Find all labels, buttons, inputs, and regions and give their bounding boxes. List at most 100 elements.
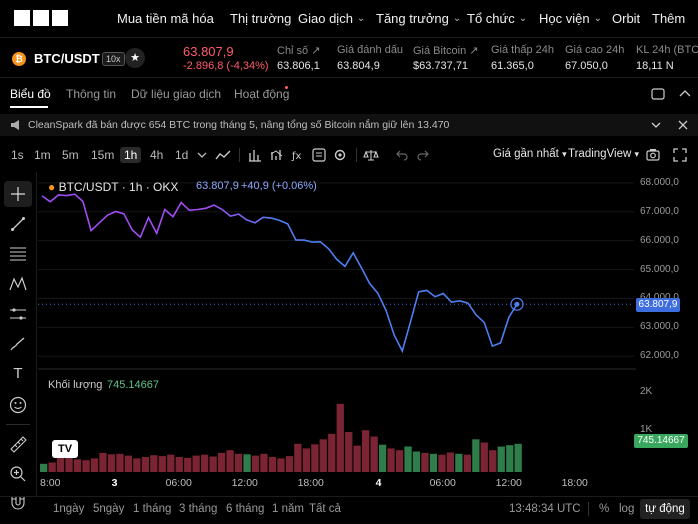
stat-mark-label: Giá đánh dấu (337, 44, 404, 56)
price-line (41, 193, 518, 354)
utc-clock[interactable]: 13:48:34 UTC (509, 503, 581, 515)
volume-bar (404, 446, 412, 472)
fx-indicator-icon[interactable]: ƒx (291, 148, 305, 162)
nav-markets[interactable]: Thị trường (230, 11, 291, 26)
range-3m[interactable]: 3 tháng (179, 503, 218, 515)
stat-mark-value: 63.804,9 (337, 60, 380, 72)
emoji-icon[interactable] (9, 396, 27, 414)
nav-academy[interactable]: Học viện ⌄ (539, 11, 602, 26)
chevron-down-icon: ▾ (562, 149, 567, 159)
timeframe-5m[interactable]: 5m (62, 148, 79, 162)
undo-icon[interactable] (396, 149, 408, 161)
gear-icon[interactable] (333, 148, 347, 162)
volume-bar (90, 458, 99, 472)
range-1d[interactable]: 1ngày (53, 503, 85, 515)
line-chart-icon[interactable] (215, 149, 231, 161)
tab-trading-data[interactable]: Dữ liệu giao dịch (131, 87, 222, 101)
pair-selector[interactable]: BTC/USDT (34, 51, 100, 66)
chart-engine-label: TradingView (568, 148, 632, 160)
crosshair-icon[interactable] (10, 186, 26, 202)
favorite-star-icon[interactable]: ★ (125, 48, 145, 68)
volume-bar (184, 457, 192, 472)
chevron-down-icon: ⌄ (356, 13, 366, 24)
timeframe-1h[interactable]: 1h (120, 147, 142, 163)
tradingview-logo[interactable]: TV (52, 440, 78, 458)
tab-activity[interactable]: Hoạt động (234, 87, 290, 101)
collapse-icon[interactable] (678, 88, 692, 100)
volume-bar (73, 459, 82, 472)
indicators-icon[interactable] (248, 148, 262, 162)
y-tick-label: 63.000,0 (640, 321, 679, 333)
chevron-down-icon: ⌄ (518, 13, 528, 24)
camera-icon[interactable] (646, 148, 660, 161)
nav-label: Giao dịch (298, 11, 353, 26)
timeframe-1s[interactable]: 1s (11, 148, 24, 162)
toolbar-divider (239, 148, 240, 162)
range-1y[interactable]: 1 năm (272, 503, 304, 515)
scale-icon[interactable] (363, 148, 379, 162)
timeframe-15m[interactable]: 15m (91, 148, 115, 162)
range-5d[interactable]: 5ngày (93, 503, 125, 515)
volume-bar (328, 433, 336, 472)
okx-logo[interactable] (14, 10, 68, 26)
template-icon[interactable] (312, 148, 326, 162)
volume-bar (175, 457, 183, 472)
leverage-badge: 10x (102, 52, 125, 66)
range-1m[interactable]: 1 tháng (133, 503, 172, 515)
volume-bar (217, 452, 226, 472)
news-banner[interactable] (0, 114, 698, 136)
volume-bar (302, 448, 310, 472)
news-text[interactable]: CleanSpark đã bán được 654 BTC trong thá… (28, 119, 450, 131)
nav-orbit[interactable]: Orbit (612, 11, 640, 26)
timeframe-1m[interactable]: 1m (34, 148, 51, 162)
chevron-down-icon[interactable] (651, 120, 661, 130)
nav-institutional[interactable]: Tổ chức ⌄ (467, 11, 527, 26)
tab-chart[interactable]: Biểu đồ (10, 87, 51, 101)
chart-legend-title[interactable]: ● BTC/USDT · 1h · OKX (48, 180, 178, 194)
volume-bar (438, 454, 446, 472)
range-6m[interactable]: 6 tháng (226, 503, 265, 515)
stat-high-value: 67.050,0 (565, 60, 608, 72)
external-link-icon: ↗ (311, 45, 321, 57)
price-type-select[interactable]: Giá gần nhất ▾ (493, 148, 567, 160)
timeframe-4h[interactable]: 4h (150, 148, 164, 162)
magnet-icon[interactable] (9, 494, 27, 510)
ticker-bar (0, 38, 698, 78)
nav-grow[interactable]: Tăng trưởng ⌄ (376, 11, 461, 26)
pattern-icon[interactable] (9, 276, 27, 292)
timeframe-1d[interactable]: 1d (175, 148, 189, 162)
price-chart[interactable] (38, 172, 636, 494)
auto-scale-toggle[interactable]: tự động (640, 499, 690, 519)
stat-high-label: Giá cao 24h (565, 44, 625, 56)
trendline-icon[interactable] (10, 216, 26, 232)
volume-bar (497, 446, 505, 472)
chevron-down-icon[interactable] (197, 151, 207, 159)
tab-info[interactable]: Thông tin (66, 87, 117, 101)
nav-buy-crypto[interactable]: Mua tiền mã hóa (117, 11, 214, 26)
nav-more[interactable]: Thêm (652, 11, 685, 26)
tab-active-underline (10, 106, 48, 108)
brush-icon[interactable] (9, 336, 27, 352)
bitcoin-icon: ● (48, 180, 56, 194)
stat-btc-label[interactable]: Giá Bitcoin ↗ (413, 44, 478, 57)
log-toggle[interactable]: log (619, 503, 635, 515)
percent-toggle[interactable]: % (599, 503, 610, 515)
nav-label: Học viện (539, 11, 590, 26)
window-icon[interactable] (651, 88, 665, 100)
ruler-icon[interactable] (9, 435, 27, 453)
fullscreen-icon[interactable] (673, 148, 687, 162)
prediction-icon[interactable] (9, 306, 27, 322)
volume-bar (116, 453, 124, 472)
stat-index-label[interactable]: Chỉ số ↗ (277, 44, 320, 57)
nav-trade[interactable]: Giao dịch ⌄ (298, 11, 365, 26)
legend-title-text: BTC/USDT · 1h · OKX (58, 180, 179, 194)
range-all[interactable]: Tất cả (309, 503, 341, 515)
close-icon[interactable] (678, 120, 688, 130)
zoom-in-icon[interactable] (9, 465, 27, 483)
compare-icon[interactable] (270, 148, 284, 162)
redo-icon[interactable] (417, 149, 429, 161)
volume-bar (82, 460, 90, 472)
text-tool-icon[interactable]: T (13, 365, 23, 382)
chart-engine-select[interactable]: TradingView ▾ (568, 148, 639, 160)
fib-icon[interactable] (9, 246, 27, 262)
